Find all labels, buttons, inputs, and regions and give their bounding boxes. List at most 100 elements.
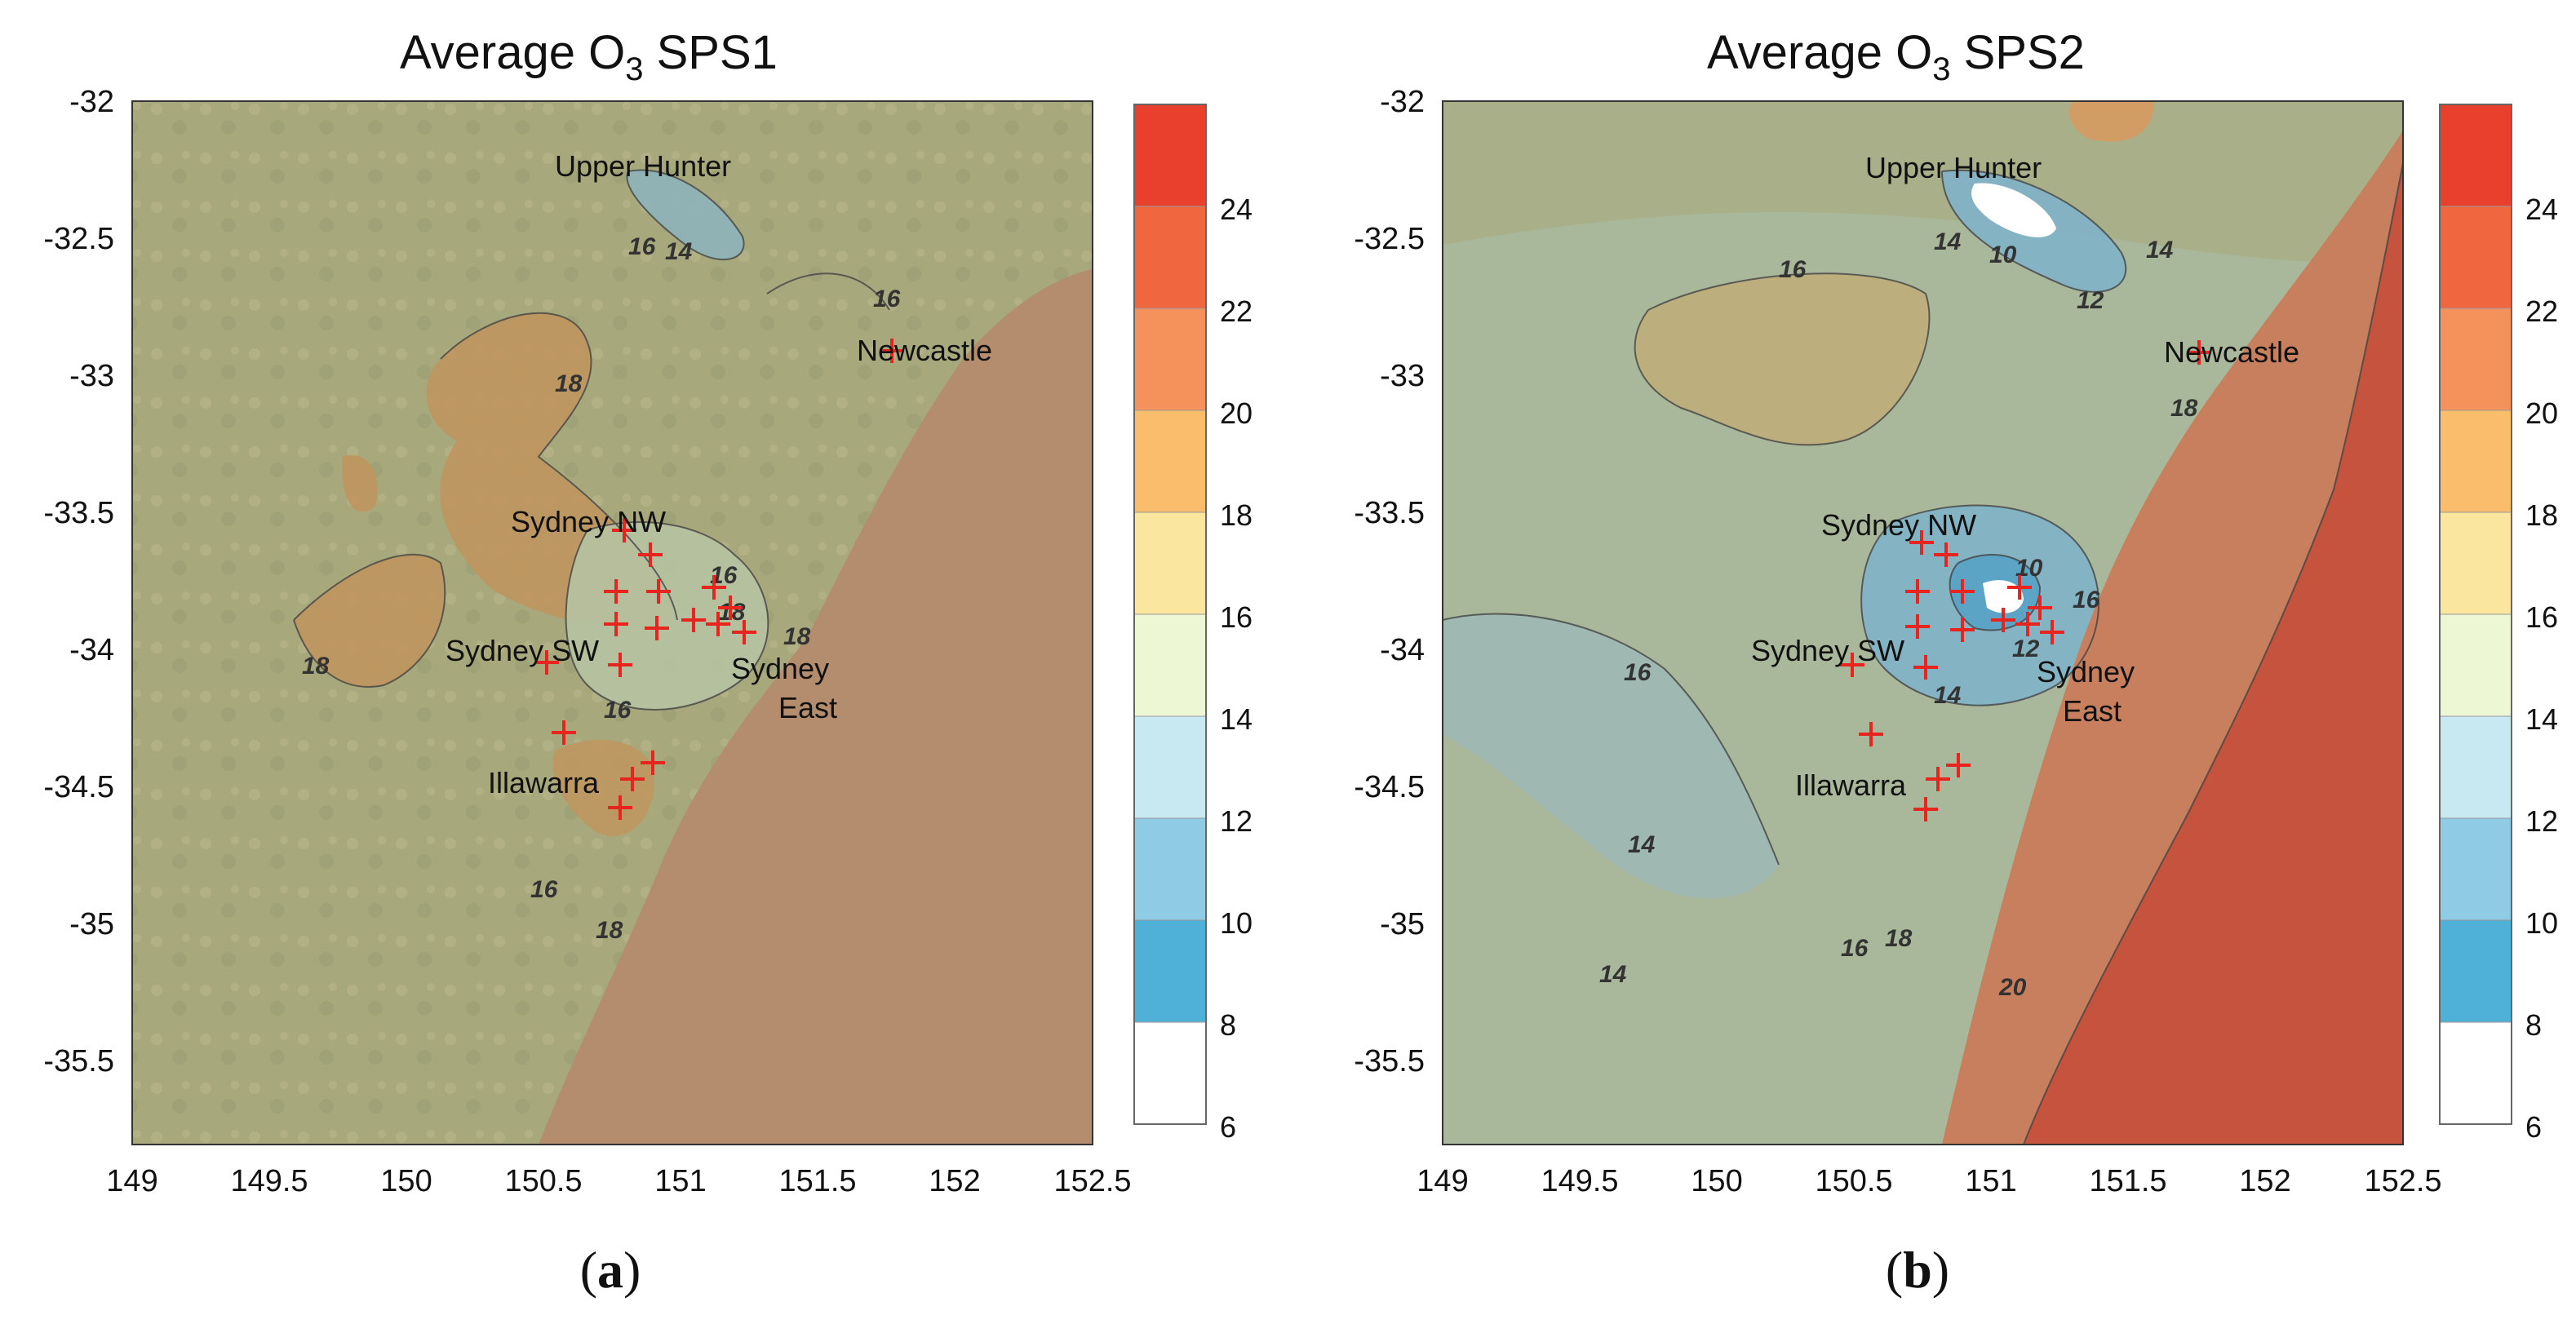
station-marker xyxy=(1905,614,1930,639)
panel-a-contour-label: 18 xyxy=(302,653,330,680)
x-tick-label: 152 xyxy=(929,1164,980,1198)
colorbar-tick-label: 18 xyxy=(2525,498,2558,532)
panel-b-contour-label: 16 xyxy=(1779,256,1807,283)
y-tick-label: -32 xyxy=(1380,85,1425,119)
panel-b-contour-label: 16 xyxy=(1841,935,1869,962)
colorbar-band xyxy=(2439,715,2512,819)
panel-b-contour-label: 16 xyxy=(1624,659,1652,686)
panel-b-map: 14 10 12 14 16 18 10 16 12 14 16 14 16 1… xyxy=(1443,101,2403,1145)
y-tick-label: -35 xyxy=(69,907,114,941)
colorbar-band xyxy=(2439,104,2512,207)
station-marker xyxy=(2028,596,2052,620)
y-tick-label: -33 xyxy=(69,359,114,393)
panel-a-zone-16-sydney xyxy=(565,522,769,710)
colorbar-band xyxy=(2439,410,2512,513)
x-tick-label: 149.5 xyxy=(230,1164,308,1198)
panel-a-contours xyxy=(293,169,890,711)
colorbar-band xyxy=(1133,715,1207,819)
colorbar-band xyxy=(1133,1021,1207,1125)
colorbar-band xyxy=(1133,308,1207,411)
panel-b-x-axis: 149 149.5 150 150.5 151 151.5 152 152.5 xyxy=(1417,1164,2441,1198)
panel-b-colorbar-ticks: 6 8 10 12 14 16 18 20 22 24 xyxy=(2525,193,2558,1144)
panel-b: Average O3 SPS2 14 xyxy=(1354,26,2558,1299)
place-sydney-nw: Sydney NW xyxy=(511,505,666,538)
place-upper-hunter: Upper Hunter xyxy=(1865,151,2042,184)
y-tick-label: -34.5 xyxy=(43,770,114,804)
station-marker xyxy=(1840,653,1864,677)
station-marker xyxy=(2040,620,2064,644)
panel-b-contour-label: 18 xyxy=(2170,395,2198,422)
station-marker xyxy=(1946,753,1971,777)
panel-a-label: (a) xyxy=(580,1241,641,1299)
panel-a-contour-label: 16 xyxy=(873,286,901,312)
panel-a-frame xyxy=(131,100,1093,1145)
colorbar-tick-label: 16 xyxy=(1220,600,1253,634)
colorbar-band xyxy=(1133,919,1207,1023)
panel-b-zone-16-north xyxy=(1443,101,2403,263)
y-tick-label: -34 xyxy=(1380,633,1425,667)
station-marker xyxy=(608,653,632,677)
y-tick-label: -35 xyxy=(1380,907,1425,941)
x-tick-label: 149.5 xyxy=(1541,1164,1618,1198)
colorbar-band xyxy=(2439,1021,2512,1125)
colorbar-band xyxy=(2439,919,2512,1023)
station-marker xyxy=(638,542,663,567)
y-tick-label: -33.5 xyxy=(43,496,114,530)
panel-b-colorbar: 6 8 10 12 14 16 18 20 22 24 xyxy=(2439,104,2558,1144)
colorbar-band xyxy=(2439,817,2512,921)
x-tick-label: 149 xyxy=(106,1164,157,1198)
x-tick-label: 151.5 xyxy=(778,1164,856,1198)
panel-a-y-axis: -32 -32.5 -33 -33.5 -34 -34.5 -35 -35.5 xyxy=(43,85,114,1078)
panel-a-colorbar-ticks: 6 8 10 12 14 16 18 20 22 24 xyxy=(1220,193,1253,1144)
station-marker xyxy=(706,612,730,636)
station-marker xyxy=(552,720,576,745)
panel-a-zone-18-south xyxy=(552,739,654,837)
station-marker xyxy=(1913,797,1938,821)
colorbar-band xyxy=(1133,613,1207,717)
station-marker xyxy=(604,579,628,604)
panel-b-sea-near xyxy=(1942,131,2403,1145)
x-tick-label: 149 xyxy=(1417,1164,1468,1198)
colorbar-tick-label: 6 xyxy=(2525,1110,2542,1144)
panel-a-contour-label: 18 xyxy=(783,623,811,650)
panel-b-places: Upper Hunter Newcastle Sydney NW Sydney … xyxy=(1751,151,2299,802)
panel-b-contour-labels: 14 10 12 14 16 18 10 16 12 14 16 14 16 1… xyxy=(1599,228,2198,1001)
station-marker xyxy=(1926,767,1950,791)
place-newcastle: Newcastle xyxy=(2164,335,2299,369)
colorbar-tick-label: 18 xyxy=(1220,498,1253,532)
panel-b-contour-label: 16 xyxy=(2073,587,2100,613)
place-illawarra: Illawarra xyxy=(488,766,600,799)
x-tick-label: 151.5 xyxy=(2089,1164,2166,1198)
panel-a-contour-label: 16 xyxy=(604,697,632,724)
panel-b-contour-label: 12 xyxy=(2077,287,2104,314)
station-marker xyxy=(1905,579,1930,604)
station-marker xyxy=(646,579,671,604)
panel-a-title: Average O3 SPS1 xyxy=(400,26,778,87)
panel-b-stations xyxy=(1840,340,2211,821)
colorbar-tick-label: 14 xyxy=(2525,702,2558,736)
x-tick-label: 150.5 xyxy=(1815,1164,1892,1198)
station-marker xyxy=(604,612,628,636)
panel-b-zone-18-west xyxy=(1634,273,1930,445)
panel-b-contour-label: 14 xyxy=(1628,831,1656,858)
panel-b-contour-label: 18 xyxy=(1885,925,1913,952)
station-marker xyxy=(2015,612,2040,636)
station-marker xyxy=(1909,530,1934,555)
x-tick-label: 151 xyxy=(1965,1164,2016,1198)
panel-a-contour-label: 14 xyxy=(665,238,693,265)
panel-a-zone-14-hunter xyxy=(627,170,744,260)
colorbar-tick-label: 10 xyxy=(2525,906,2558,940)
x-tick-label: 152.5 xyxy=(1053,1164,1131,1198)
colorbar-tick-label: 24 xyxy=(1220,193,1253,226)
colorbar-tick-label: 20 xyxy=(1220,396,1253,430)
colorbar-tick-label: 12 xyxy=(1220,804,1253,838)
y-tick-label: -35.5 xyxy=(43,1044,114,1078)
y-tick-label: -35.5 xyxy=(1354,1044,1425,1078)
station-marker xyxy=(1991,608,2015,632)
colorbar-tick-label: 8 xyxy=(2525,1008,2542,1042)
place-upper-hunter: Upper Hunter xyxy=(555,149,731,183)
x-tick-label: 150 xyxy=(380,1164,432,1198)
station-marker xyxy=(702,575,726,600)
station-marker xyxy=(608,795,632,820)
